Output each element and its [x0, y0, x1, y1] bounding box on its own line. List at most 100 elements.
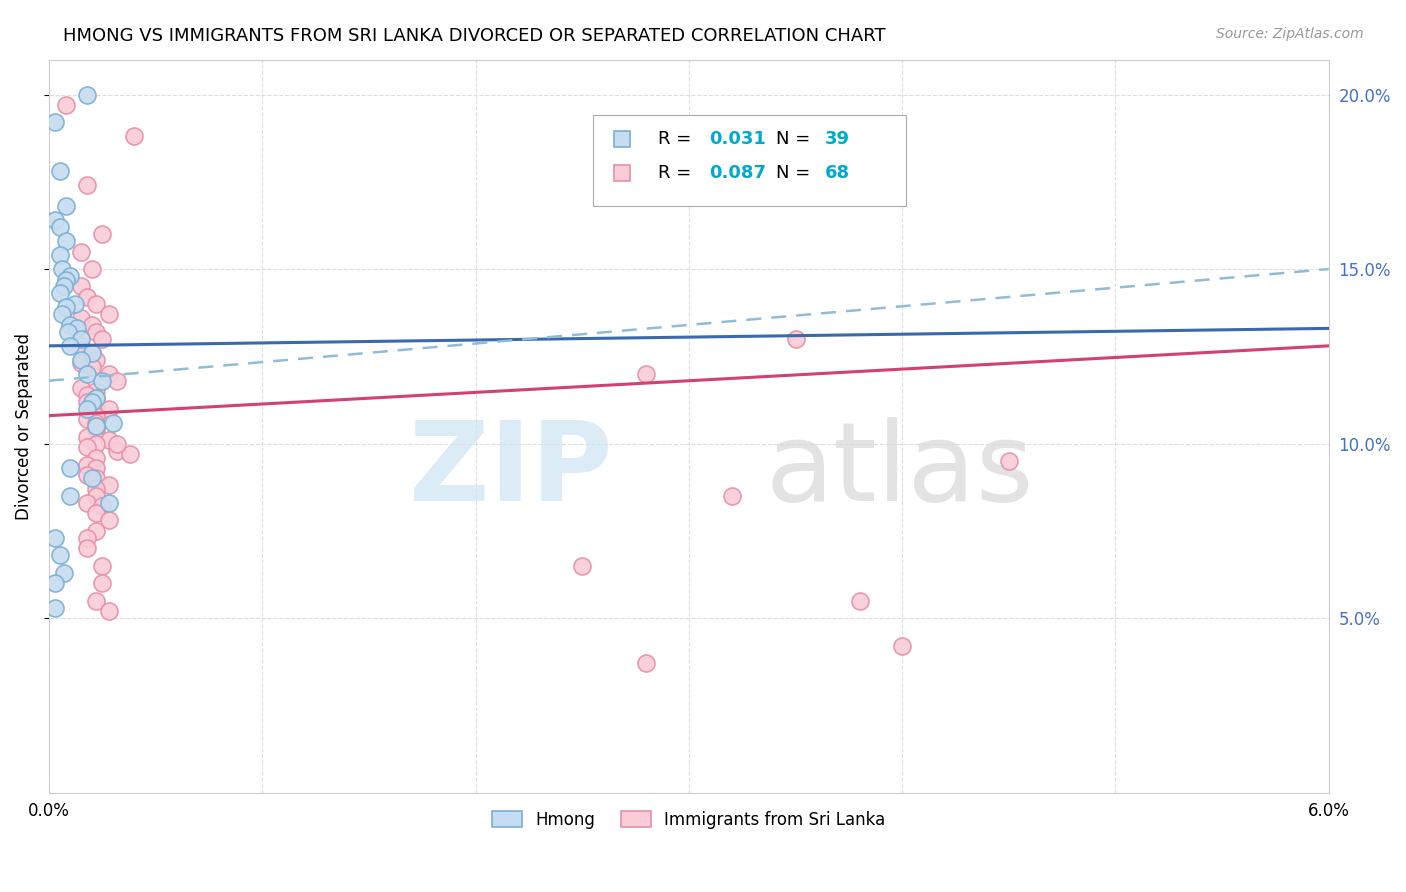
Point	[56, 325, 79, 339]
Point	[76, 290, 98, 304]
Point	[91, 374, 114, 388]
Point	[55, 234, 77, 248]
Point	[80, 359, 103, 374]
Point	[55, 199, 77, 213]
Point	[101, 416, 124, 430]
Point	[97, 367, 120, 381]
Point	[720, 489, 742, 503]
Point	[76, 429, 98, 443]
Point	[76, 458, 98, 472]
Point	[76, 394, 98, 409]
Point	[998, 454, 1021, 468]
Point	[59, 318, 82, 332]
Point	[636, 367, 658, 381]
Point	[48, 220, 70, 235]
Point	[84, 507, 107, 521]
Point	[84, 384, 107, 399]
Point	[76, 178, 98, 193]
Point	[59, 461, 82, 475]
Point	[105, 443, 128, 458]
Point	[84, 489, 107, 503]
Point	[52, 566, 75, 580]
Point	[636, 657, 658, 671]
Y-axis label: Divorced or Separated: Divorced or Separated	[15, 333, 32, 520]
Point	[76, 401, 98, 416]
Point	[76, 440, 98, 454]
Point	[97, 513, 120, 527]
Point	[76, 468, 98, 483]
Point	[76, 531, 98, 545]
Point	[44, 600, 66, 615]
Point	[84, 461, 107, 475]
Point	[84, 325, 107, 339]
Text: Source: ZipAtlas.com: Source: ZipAtlas.com	[1216, 27, 1364, 41]
Point	[80, 318, 103, 332]
Text: HMONG VS IMMIGRANTS FROM SRI LANKA DIVORCED OR SEPARATED CORRELATION CHART: HMONG VS IMMIGRANTS FROM SRI LANKA DIVOR…	[63, 27, 886, 45]
Point	[97, 307, 120, 321]
Point	[97, 478, 120, 492]
Point	[48, 248, 70, 262]
Point	[91, 558, 114, 573]
Point	[70, 356, 93, 370]
Point	[105, 436, 128, 450]
Point	[84, 409, 107, 423]
Point	[48, 286, 70, 301]
Point	[84, 482, 107, 496]
Point	[44, 531, 66, 545]
Point	[84, 419, 107, 434]
Point	[76, 541, 98, 556]
Point	[785, 175, 807, 189]
Point	[48, 549, 70, 563]
Point	[70, 381, 93, 395]
Point	[63, 297, 86, 311]
Point	[70, 339, 93, 353]
Point	[571, 558, 593, 573]
Text: 68: 68	[824, 164, 849, 182]
Point	[52, 279, 75, 293]
Point	[84, 471, 107, 485]
Point	[55, 98, 77, 112]
Point	[44, 576, 66, 591]
Point	[59, 489, 82, 503]
Text: atlas: atlas	[766, 417, 1035, 524]
Point	[76, 388, 98, 402]
Point	[84, 524, 107, 538]
Point	[55, 301, 77, 315]
Text: 0.087: 0.087	[710, 164, 766, 182]
Point	[84, 419, 107, 434]
Point	[84, 416, 107, 430]
Point	[76, 87, 98, 102]
Point	[84, 423, 107, 437]
Point	[91, 227, 114, 241]
Text: ZIP: ZIP	[409, 417, 612, 524]
Point	[76, 412, 98, 426]
Point	[97, 604, 120, 618]
Text: 0.031: 0.031	[710, 129, 766, 148]
Text: R =: R =	[658, 129, 697, 148]
Point	[891, 639, 914, 653]
Point	[70, 352, 93, 367]
Point	[84, 401, 107, 416]
Point	[91, 576, 114, 591]
Legend: Hmong, Immigrants from Sri Lanka: Hmong, Immigrants from Sri Lanka	[486, 805, 891, 836]
Point	[70, 332, 93, 346]
Point	[84, 391, 107, 405]
Point	[80, 346, 103, 360]
Point	[76, 496, 98, 510]
Point	[97, 401, 120, 416]
Point	[48, 164, 70, 178]
Point	[70, 244, 93, 259]
Point	[124, 129, 146, 144]
Point	[105, 374, 128, 388]
Point	[848, 593, 870, 607]
Point	[51, 262, 73, 277]
Point	[76, 367, 98, 381]
Point	[44, 213, 66, 227]
Point	[84, 593, 107, 607]
Point	[97, 433, 120, 447]
Point	[91, 500, 114, 514]
Point	[785, 332, 807, 346]
Point	[80, 346, 103, 360]
Point	[66, 321, 89, 335]
Text: N =: N =	[776, 164, 815, 182]
